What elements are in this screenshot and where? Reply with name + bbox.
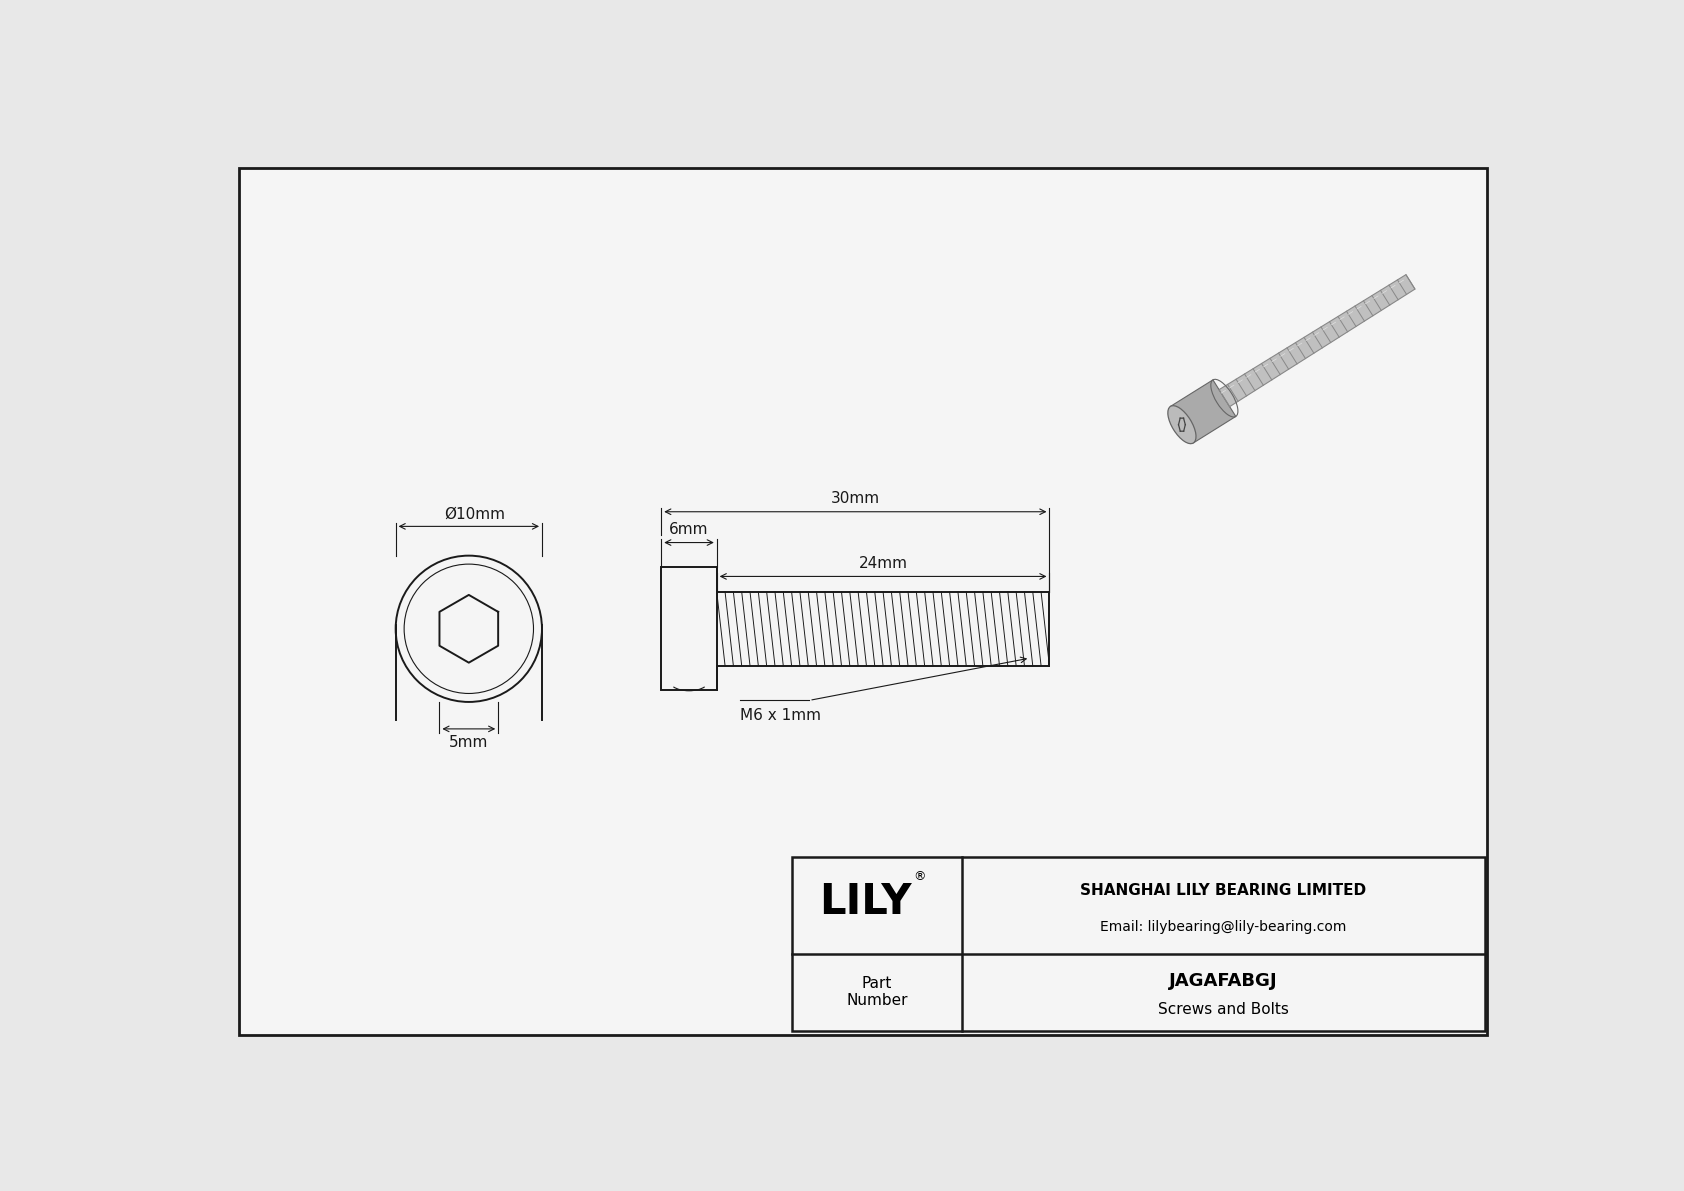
Text: Part
Number: Part Number — [845, 977, 908, 1009]
Polygon shape — [1170, 380, 1236, 443]
Text: SHANGHAI LILY BEARING LIMITED: SHANGHAI LILY BEARING LIMITED — [1081, 883, 1366, 898]
Text: M6 x 1mm: M6 x 1mm — [739, 709, 820, 723]
Text: 5mm: 5mm — [450, 735, 488, 750]
Text: LILY: LILY — [818, 881, 911, 923]
Text: Screws and Bolts: Screws and Bolts — [1159, 1003, 1288, 1017]
Text: 24mm: 24mm — [859, 556, 908, 570]
Text: Ø10mm: Ø10mm — [445, 506, 505, 522]
Text: JAGAFABGJ: JAGAFABGJ — [1169, 972, 1278, 990]
Polygon shape — [1219, 275, 1415, 406]
Ellipse shape — [1167, 406, 1196, 444]
Text: 30mm: 30mm — [830, 492, 881, 506]
FancyBboxPatch shape — [239, 168, 1487, 1035]
Text: 6mm: 6mm — [669, 522, 709, 537]
Text: ®: ® — [913, 869, 926, 883]
Bar — [791, 858, 1485, 1030]
Text: Email: lilybearing@lily-bearing.com: Email: lilybearing@lily-bearing.com — [1100, 919, 1347, 934]
Bar — [662, 567, 717, 691]
